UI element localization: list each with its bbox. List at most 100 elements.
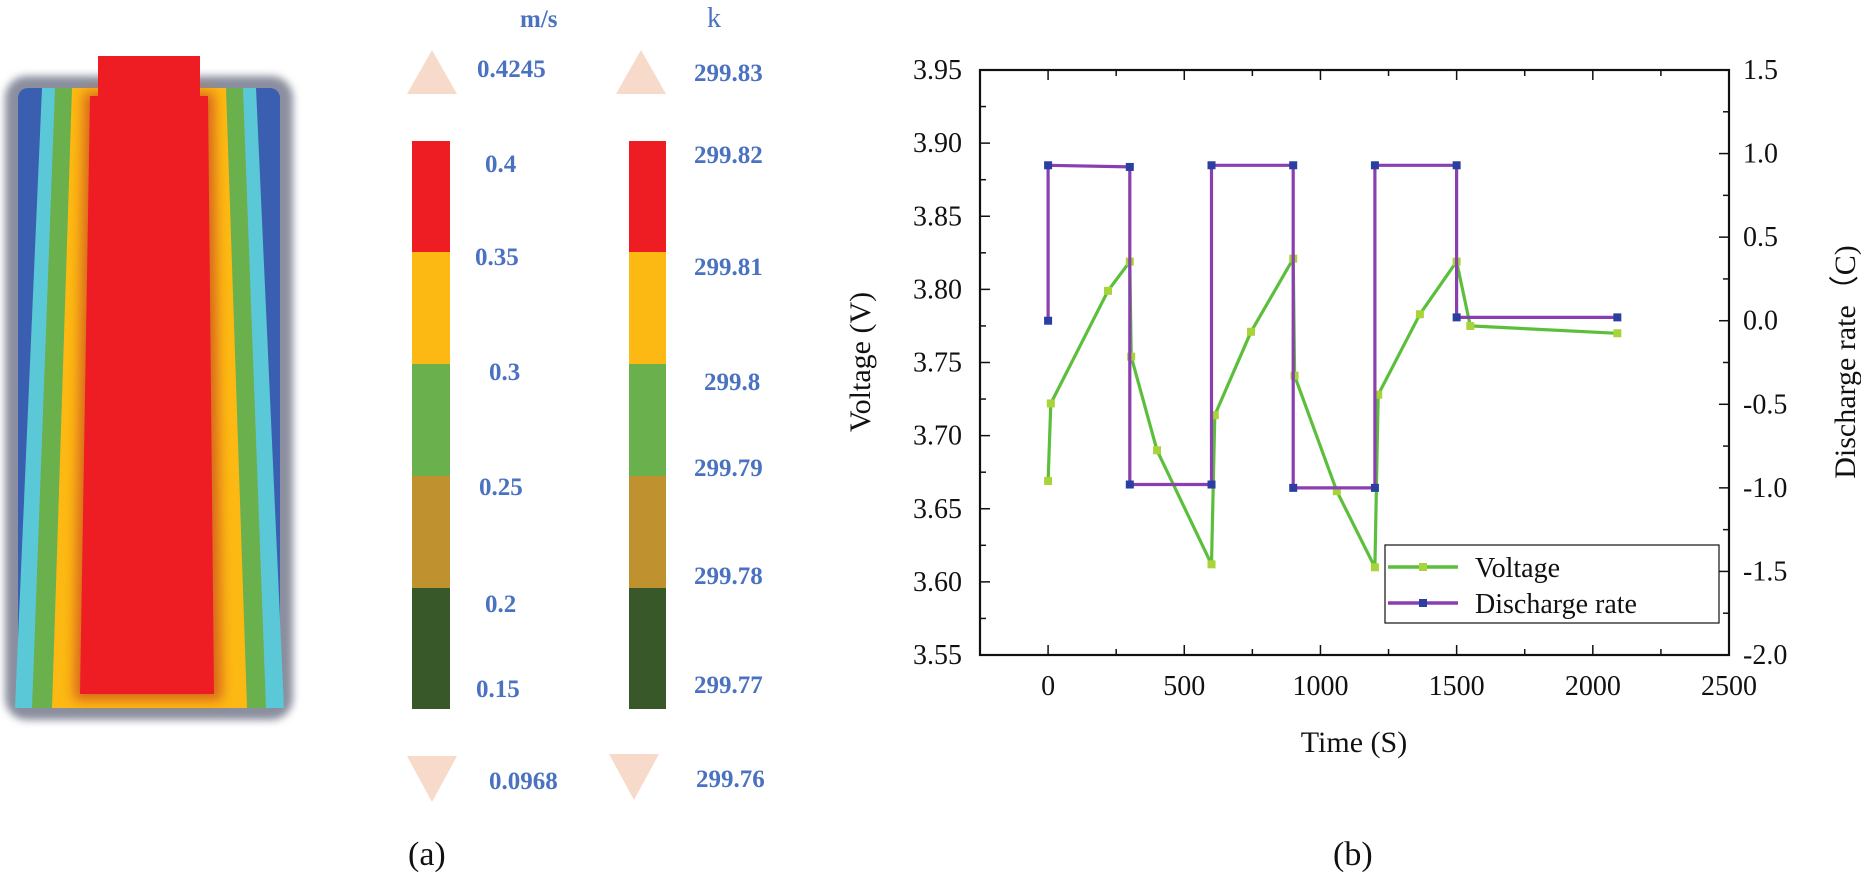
velocity-tick-label: 0.35 bbox=[475, 244, 519, 271]
voltage-point bbox=[1207, 560, 1216, 569]
x-tick-label: 0 bbox=[1041, 671, 1055, 702]
discharge-rate-point bbox=[1125, 162, 1134, 171]
temperature-tick-label: 299.82 bbox=[694, 142, 763, 169]
temperature-band-5 bbox=[629, 588, 666, 709]
y2-tick-label: 1.5 bbox=[1743, 55, 1778, 86]
velocity-legend: m/s 0.4245 0.4 0.35 0.3 0.25 0.2 0.15 0.… bbox=[407, 6, 558, 802]
discharge-rate-point bbox=[1452, 313, 1461, 322]
inlet-block bbox=[98, 56, 200, 102]
velocity-max-label: 0.4245 bbox=[477, 56, 546, 83]
y-tick-label: 3.55 bbox=[913, 640, 962, 671]
discharge-rate-point bbox=[1289, 161, 1298, 170]
voltage-point bbox=[1466, 321, 1475, 330]
velocity-band-5 bbox=[412, 588, 450, 709]
min-arrow-icon bbox=[407, 756, 457, 802]
temperature-min-label: 299.76 bbox=[696, 766, 765, 793]
temperature-band-3 bbox=[629, 364, 666, 476]
x-tick-label: 1500 bbox=[1429, 671, 1485, 702]
voltage-point bbox=[1104, 286, 1113, 295]
x-tick-label: 2500 bbox=[1701, 671, 1757, 702]
y-tick-label: 3.85 bbox=[913, 201, 962, 232]
panel-a-label: (a) bbox=[408, 836, 446, 873]
discharge-rate-point bbox=[1370, 161, 1379, 170]
discharge-rate-point bbox=[1044, 161, 1053, 170]
panel-b-label: (b) bbox=[1333, 836, 1373, 873]
temperature-tick-label: 299.81 bbox=[694, 254, 763, 281]
y-tick-label: 3.95 bbox=[913, 55, 962, 86]
temperature-band-1 bbox=[629, 141, 666, 252]
voltage-point bbox=[1044, 476, 1053, 485]
voltage-point bbox=[1613, 329, 1622, 338]
max-arrow-icon bbox=[616, 50, 666, 94]
velocity-tick-label: 0.15 bbox=[476, 676, 520, 703]
temperature-tick-label: 299.8 bbox=[704, 369, 760, 396]
discharge-rate-point bbox=[1370, 483, 1379, 492]
velocity-band-4 bbox=[412, 476, 450, 588]
voltage-point bbox=[1374, 390, 1383, 399]
x-tick-label: 500 bbox=[1163, 671, 1205, 702]
temperature-unit: k bbox=[707, 3, 721, 34]
voltage-discharge-chart: 0 500 1000 1500 2000 2500 3.55 3.60 3.65 3.70 3.7… bbox=[844, 55, 1861, 759]
y2-tick-label: 1.0 bbox=[1743, 139, 1778, 170]
voltage-point bbox=[1370, 563, 1379, 572]
voltage-line bbox=[1046, 257, 1618, 569]
legend-voltage-marker bbox=[1419, 563, 1427, 571]
y-tick-label: 3.80 bbox=[913, 274, 962, 305]
temperature-tick-label: 299.78 bbox=[694, 563, 763, 590]
discharge-rate-point bbox=[1207, 480, 1216, 489]
temperature-tick-label: 299.77 bbox=[694, 672, 763, 699]
legend-discharge-marker bbox=[1419, 599, 1427, 607]
velocity-tick-label: 0.2 bbox=[485, 591, 516, 618]
velocity-tick-label: 0.4 bbox=[485, 151, 517, 178]
velocity-tick-label: 0.25 bbox=[479, 474, 523, 501]
voltage-point bbox=[1210, 411, 1219, 420]
x-tick-labels: 0 500 1000 1500 2000 2500 bbox=[1041, 671, 1757, 702]
velocity-tick-label: 0.3 bbox=[489, 359, 520, 386]
discharge-rate-point bbox=[1207, 161, 1216, 170]
velocity-band-3 bbox=[412, 364, 450, 476]
y2-tick-label: -1.5 bbox=[1743, 556, 1787, 587]
min-arrow-icon bbox=[609, 754, 659, 800]
legend-voltage-label: Voltage bbox=[1475, 553, 1560, 584]
legend-discharge-label: Discharge rate bbox=[1475, 589, 1637, 620]
temperature-band-2 bbox=[629, 252, 666, 364]
y2-tick-label: -0.5 bbox=[1743, 389, 1787, 420]
y2-axis-title: Discharge rate（C) bbox=[1829, 245, 1861, 479]
voltage-point bbox=[1332, 487, 1341, 496]
discharge-rate-point bbox=[1289, 483, 1298, 492]
legend: Voltage Discharge rate bbox=[1384, 544, 1720, 624]
velocity-unit: m/s bbox=[520, 6, 558, 33]
temperature-max-label: 299.83 bbox=[694, 60, 763, 87]
discharge-rate-point bbox=[1452, 161, 1461, 170]
x-axis-title: Time (S) bbox=[1301, 726, 1407, 759]
x-tick-label: 1000 bbox=[1292, 671, 1348, 702]
temperature-tick-label: 299.79 bbox=[694, 455, 763, 482]
y2-tick-label: 0.0 bbox=[1743, 306, 1778, 337]
y-tick-label: 3.75 bbox=[913, 348, 962, 379]
velocity-min-label: 0.0968 bbox=[489, 768, 558, 795]
y-axis-title: Voltage (V) bbox=[844, 292, 877, 432]
discharge-rate-point bbox=[1125, 480, 1134, 489]
voltage-point bbox=[1153, 446, 1162, 455]
legend-box bbox=[1384, 544, 1720, 624]
y-tick-label: 3.65 bbox=[913, 494, 962, 525]
temperature-legend: k 299.83 299.82 299.81 299.8 299.79 299.… bbox=[609, 3, 765, 800]
y-tick-label: 3.60 bbox=[913, 567, 962, 598]
y2-tick-labels: -2.0 -1.5 -1.0 -0.5 0.0 0.5 1.0 1.5 bbox=[1743, 55, 1787, 671]
y-tick-labels: 3.55 3.60 3.65 3.70 3.75 3.80 3.85 3.90 3.95 bbox=[913, 55, 962, 671]
contour-plot bbox=[5, 56, 293, 720]
voltage-point bbox=[1415, 310, 1424, 319]
x-tick-label: 2000 bbox=[1565, 671, 1621, 702]
temperature-band-4 bbox=[629, 476, 666, 588]
discharge-rate-point bbox=[1044, 316, 1053, 325]
plot-frame bbox=[978, 68, 1731, 657]
velocity-band-1 bbox=[412, 141, 450, 252]
y2-tick-label: -1.0 bbox=[1743, 473, 1787, 504]
y2-tick-label: -2.0 bbox=[1743, 640, 1787, 671]
contour-core bbox=[80, 96, 214, 694]
velocity-band-2 bbox=[412, 252, 450, 364]
max-arrow-icon bbox=[407, 50, 457, 94]
y-tick-label: 3.70 bbox=[913, 421, 962, 452]
voltage-point bbox=[1247, 327, 1256, 336]
